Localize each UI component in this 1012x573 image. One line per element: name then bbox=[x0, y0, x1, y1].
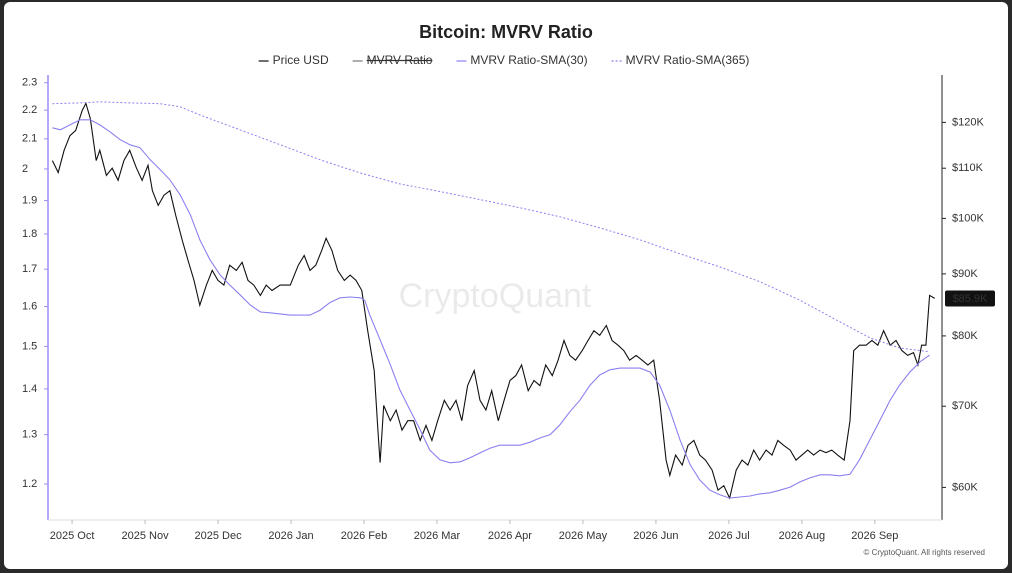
chart-background bbox=[4, 2, 1008, 569]
y-tick-label: 1.3 bbox=[22, 429, 37, 441]
y-tick-label: 2.1 bbox=[22, 133, 37, 145]
y2-tick-label: $80K bbox=[952, 330, 978, 342]
x-tick-label: 2026 Feb bbox=[341, 530, 387, 542]
y-tick-label: 1.9 bbox=[22, 194, 37, 206]
x-tick-label: 2026 Jun bbox=[633, 530, 678, 542]
x-tick-label: 2026 Sep bbox=[851, 530, 898, 542]
legend-label: Price USD bbox=[273, 53, 329, 67]
y-tick-label: 1.4 bbox=[22, 383, 37, 395]
x-tick-label: 2026 Apr bbox=[488, 530, 532, 542]
y-tick-label: 1.6 bbox=[22, 300, 37, 312]
legend-label: MVRV Ratio-SMA(365) bbox=[626, 53, 750, 67]
x-tick-label: 2025 Dec bbox=[194, 530, 242, 542]
price-label: $85.9K bbox=[953, 293, 989, 305]
series-line bbox=[51, 101, 935, 500]
series-line bbox=[52, 119, 930, 499]
y-tick-label: 1.7 bbox=[22, 263, 37, 275]
x-tick-label: 2026 Mar bbox=[414, 530, 461, 542]
watermark: CryptoQuant bbox=[399, 277, 592, 315]
y-tick-label: 1.5 bbox=[22, 340, 37, 352]
x-tick-label: 2026 May bbox=[559, 530, 608, 542]
x-tick-label: 2026 Aug bbox=[779, 530, 826, 542]
y2-tick-label: $90K bbox=[952, 268, 978, 280]
y-tick-label: 1.8 bbox=[22, 228, 37, 240]
x-tick-label: 2025 Oct bbox=[50, 530, 95, 542]
y2-tick-label: $100K bbox=[952, 212, 984, 224]
y-tick-label: 1.2 bbox=[22, 478, 37, 490]
x-tick-label: 2026 Jul bbox=[708, 530, 750, 542]
y-tick-label: 2 bbox=[22, 163, 28, 175]
legend-label: MVRV Ratio bbox=[367, 53, 433, 67]
y-tick-label: 2.2 bbox=[22, 104, 37, 116]
y2-tick-label: $70K bbox=[952, 400, 978, 412]
price-label-box bbox=[945, 290, 995, 307]
copyright: © CryptoQuant. All rights reserved bbox=[864, 548, 986, 557]
chart-title: Bitcoin: MVRV Ratio bbox=[419, 22, 593, 42]
legend-label: MVRV Ratio-SMA(30) bbox=[470, 53, 587, 67]
y-tick-label: 2.3 bbox=[22, 77, 37, 89]
y2-tick-label: $60K bbox=[952, 481, 978, 493]
x-tick-label: 2025 Nov bbox=[122, 530, 170, 542]
y2-tick-label: $120K bbox=[952, 116, 984, 128]
x-tick-label: 2026 Jan bbox=[268, 530, 313, 542]
y2-tick-label: $110K bbox=[952, 162, 984, 174]
